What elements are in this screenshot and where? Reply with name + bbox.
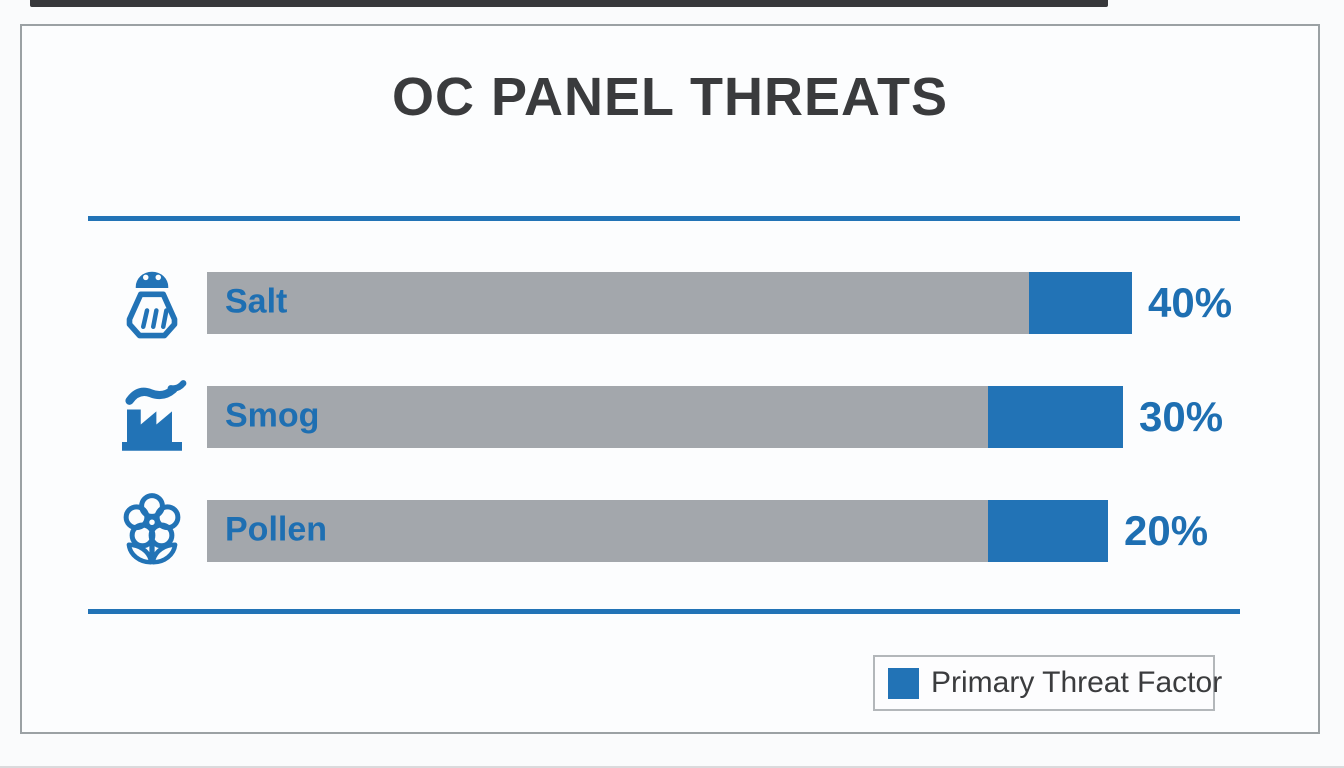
legend: Primary Threat Factor [873, 655, 1222, 711]
top-divider-line [88, 216, 1240, 221]
bar-label: Smog [225, 396, 320, 435]
bar-salt: Salt [207, 272, 1132, 334]
pollen-flower-icon [112, 489, 192, 573]
bottom-divider-line [88, 609, 1240, 614]
bar-pollen: Pollen [207, 500, 1108, 562]
bar-segment-primary [988, 386, 1123, 448]
scan-artifact-bottom-line [0, 766, 1344, 768]
bar-track [207, 386, 988, 448]
factory-smog-icon [112, 375, 192, 459]
chart-frame [20, 24, 1320, 734]
bar-track [207, 272, 1029, 334]
bar-row-pollen: Pollen 20% [0, 493, 1344, 565]
bar-smog: Smog [207, 386, 1123, 448]
bar-label: Salt [225, 282, 288, 321]
bar-value: 30% [1139, 393, 1224, 440]
page-title: OC PANEL THREATS [391, 67, 949, 127]
bar-row-smog: Smog 30% [0, 380, 1344, 451]
bar-row-salt: Salt 40% [0, 271, 1344, 339]
legend-swatch [888, 667, 919, 699]
bar-segment-primary [988, 500, 1108, 562]
bar-track [207, 500, 988, 562]
bar-value: 20% [1124, 507, 1209, 554]
bar-value: 40% [1148, 279, 1233, 326]
scan-artifact-top-strip [30, 0, 1108, 7]
bar-label: Pollen [225, 510, 328, 549]
bar-segment-primary [1029, 272, 1132, 334]
legend-label: Primary Threat Factor [931, 666, 1223, 699]
salt-shaker-icon [112, 261, 192, 345]
